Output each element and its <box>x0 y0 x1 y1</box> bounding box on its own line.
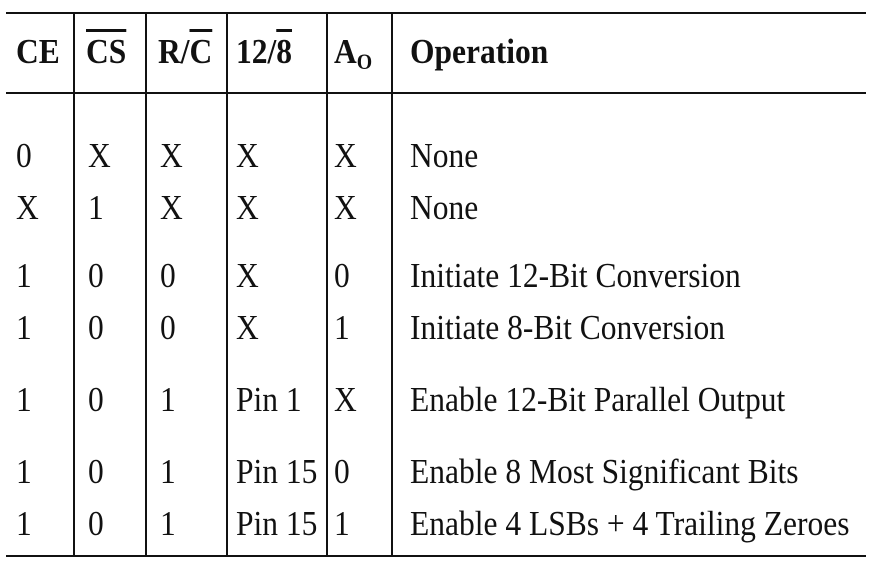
header-a0: AO <box>334 34 372 73</box>
cell-mode: Pin 15 <box>236 504 318 543</box>
cell-rc: 1 <box>160 452 176 491</box>
cell-mode: X <box>236 256 259 295</box>
cell-mode: X <box>236 136 259 175</box>
header-cs-text: CS <box>86 32 127 71</box>
cell-operation: Initiate 12-Bit Conversion <box>410 256 741 295</box>
cell-rc: 0 <box>160 256 176 295</box>
cell-ce: 1 <box>16 380 32 419</box>
cell-a0: X <box>334 188 357 227</box>
header-rule <box>6 92 866 94</box>
cell-cs: 1 <box>88 188 104 227</box>
header-operation: Operation <box>410 32 549 71</box>
cell-operation: None <box>410 188 479 227</box>
cell-operation: None <box>410 136 479 175</box>
header-rc: R/C <box>158 34 212 69</box>
column-divider <box>226 12 228 555</box>
cell-mode: X <box>236 308 259 347</box>
column-divider <box>145 12 147 555</box>
cell-a0: 0 <box>334 452 350 491</box>
cell-ce: 1 <box>16 452 32 491</box>
cell-a0: 1 <box>334 504 350 543</box>
header-rc-c: C <box>189 32 213 71</box>
cell-a0: 1 <box>334 308 350 347</box>
cell-cs: 0 <box>88 308 104 347</box>
header-mode-8: 8 <box>276 32 293 71</box>
cell-rc: 0 <box>160 308 176 347</box>
cell-mode: Pin 1 <box>236 380 302 419</box>
cell-cs: 0 <box>88 380 104 419</box>
cell-cs: 0 <box>88 256 104 295</box>
cell-mode: Pin 15 <box>236 452 318 491</box>
cell-ce: 1 <box>16 504 32 543</box>
cell-operation: Enable 4 LSBs + 4 Trailing Zeroes <box>410 504 850 543</box>
header-rc-r: R/ <box>158 32 190 71</box>
table-top-rule <box>6 12 866 14</box>
cell-a0: 0 <box>334 256 350 295</box>
cell-ce: 1 <box>16 256 32 295</box>
cell-operation: Initiate 8-Bit Conversion <box>410 308 725 347</box>
cell-rc: 1 <box>160 380 176 419</box>
cell-a0: X <box>334 380 357 419</box>
cell-a0: X <box>334 136 357 175</box>
header-ce: CE <box>16 32 60 71</box>
column-divider <box>73 12 75 555</box>
cell-rc: 1 <box>160 504 176 543</box>
cell-rc: X <box>160 136 183 175</box>
table-bottom-rule <box>6 555 866 557</box>
header-mode: 12/8 <box>236 34 292 69</box>
cell-ce: X <box>16 188 39 227</box>
column-divider <box>391 12 393 555</box>
cell-ce: 0 <box>16 136 32 175</box>
cell-cs: X <box>88 136 111 175</box>
header-mode-12: 12/ <box>236 32 277 71</box>
cell-cs: 0 <box>88 504 104 543</box>
cell-cs: 0 <box>88 452 104 491</box>
cell-mode: X <box>236 188 259 227</box>
header-a0-main: A <box>334 32 357 71</box>
cell-rc: X <box>160 188 183 227</box>
header-cs: CS <box>86 34 126 69</box>
cell-ce: 1 <box>16 308 32 347</box>
header-a0-sub: O <box>356 49 373 74</box>
cell-operation: Enable 12-Bit Parallel Output <box>410 380 786 419</box>
column-divider <box>326 12 328 555</box>
cell-operation: Enable 8 Most Significant Bits <box>410 452 799 491</box>
